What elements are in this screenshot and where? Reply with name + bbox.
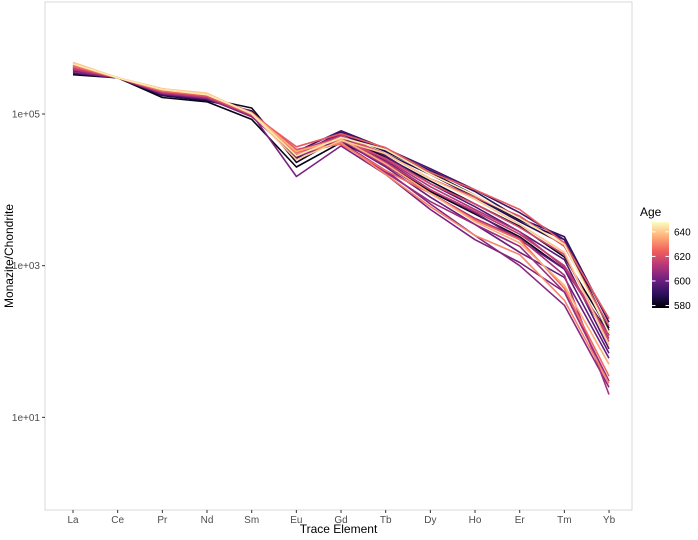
legend-tick-label: 580 [674,301,691,312]
legend-tick-label: 640 [674,227,691,238]
y-axis: 1e+01 1e+03 1e+05 [12,110,45,424]
x-tick-label: Er [515,515,526,526]
y-tick-label: 1e+01 [12,413,41,424]
series-line-14 [72,68,610,339]
x-tick-label: Nd [201,515,214,526]
y-tick-label: 1e+05 [12,110,41,121]
x-axis-title: Trace Element [300,522,378,536]
y-axis-title: Monazite/Chondrite [2,204,16,308]
series-line-6 [72,72,610,336]
x-tick-label: Sm [244,515,259,526]
legend-colorbar [652,222,669,308]
series-line-23 [72,63,610,334]
x-axis: La Ce Pr Nd Sm Eu Gd Tb Dy Ho Er Tm Yb [67,510,616,526]
legend-title: Age [640,205,662,219]
x-tick-label: Ce [111,515,124,526]
x-tick-label: La [67,515,79,526]
legend: Age 580 600 620 640 [640,205,691,312]
y-tick-label: 1e+03 [12,261,41,272]
x-tick-label: Tb [380,515,392,526]
x-tick-label: Yb [603,515,616,526]
series-layer [72,61,610,395]
x-tick-label: Dy [424,515,436,526]
x-tick-label: Ho [469,515,482,526]
legend-tick-label: 620 [674,252,691,263]
legend-tick-label: 600 [674,276,691,287]
x-tick-label: Eu [290,515,302,526]
x-tick-label: Pr [157,515,168,526]
x-tick-label: Tm [557,515,571,526]
x-tick-label: Gd [334,515,347,526]
series-line-10 [72,68,610,382]
series-line-19 [72,65,610,377]
